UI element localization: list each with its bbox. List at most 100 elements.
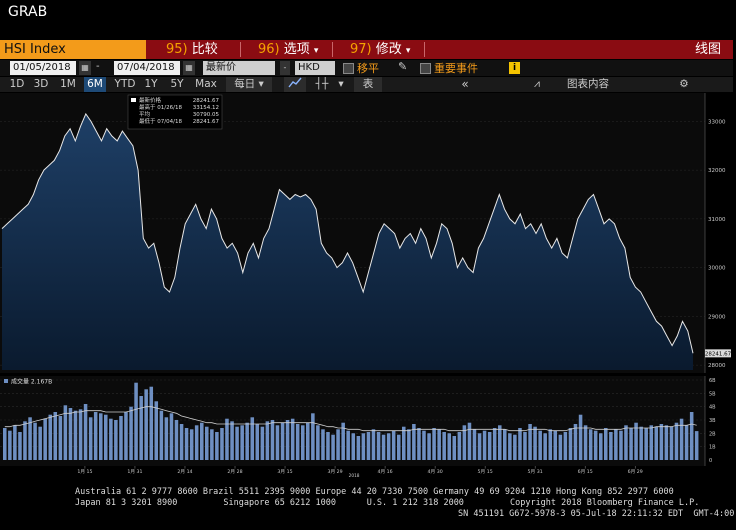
- info-icon[interactable]: i: [509, 62, 520, 74]
- currency-select[interactable]: HKD: [295, 61, 335, 75]
- volume-bar: [119, 416, 123, 460]
- calendar-icon[interactable]: ▦: [183, 61, 195, 75]
- volume-bar: [326, 432, 330, 460]
- legend-label-high: 最高于 01/26/18: [139, 103, 182, 111]
- volume-bar: [563, 432, 568, 460]
- volume-bar: [462, 425, 467, 460]
- legend-value-low: 28241.67: [193, 119, 220, 125]
- volume-bar: [159, 410, 164, 460]
- volume-bar: [553, 430, 558, 460]
- volume-bar: [639, 426, 643, 460]
- volume-y-tick-label: 0: [709, 458, 712, 464]
- compare-menu-number: 95): [166, 42, 188, 57]
- x-tick-label: 1月 31: [127, 469, 142, 475]
- period-button-1y[interactable]: 1Y: [144, 78, 158, 90]
- period-button-5y[interactable]: 5Y: [170, 78, 184, 90]
- volume-bar: [487, 432, 492, 460]
- volume-bar: [417, 428, 421, 460]
- volume-bar: [33, 422, 37, 460]
- x-tick-label: 5月 15: [478, 469, 493, 475]
- volume-bar: [144, 389, 148, 460]
- volume-bar: [295, 424, 300, 460]
- price-field-select[interactable]: 最新价: [203, 61, 275, 75]
- volume-bar: [558, 434, 563, 460]
- volume-bar: [442, 432, 446, 460]
- y-tick-label: 30000: [708, 266, 726, 272]
- volume-bar: [593, 430, 598, 460]
- volume-bar: [437, 429, 441, 460]
- dropdown-arrow-icon[interactable]: -: [280, 61, 290, 75]
- volume-legend-label: 成交量 2.167B: [11, 378, 52, 386]
- candle-chart-icon[interactable]: ┤┼: [315, 78, 329, 90]
- security-field[interactable]: HSI Index: [0, 40, 146, 59]
- price-line: [1, 112, 694, 354]
- legend-box: [127, 94, 223, 130]
- period-button-1d[interactable]: 1D: [9, 78, 25, 90]
- period-button-ytd[interactable]: YTD: [114, 78, 136, 90]
- caret-down-icon: ▾: [313, 46, 319, 56]
- x-tick-label: 3月 29: [327, 469, 342, 475]
- calendar-icon[interactable]: ▦: [79, 61, 91, 75]
- volume-bar: [619, 430, 623, 460]
- caret-down-icon[interactable]: ▾: [338, 78, 344, 90]
- compare-menu[interactable]: 95) 比较: [166, 40, 218, 59]
- volume-bar: [311, 413, 315, 460]
- volume-y-tick-label: 3B: [709, 418, 716, 424]
- volume-bar: [154, 401, 159, 460]
- volume-bar: [407, 429, 411, 460]
- volume-moving-average-line: [4, 406, 697, 432]
- volume-bar: [43, 418, 47, 460]
- volume-bar: [689, 412, 694, 460]
- period-button-1m[interactable]: 1M: [60, 78, 76, 90]
- line-chart-icon[interactable]: [284, 77, 306, 92]
- move-checkbox[interactable]: [343, 63, 354, 74]
- scroll-left-icon[interactable]: «: [461, 77, 469, 91]
- x-tick-label: 3月 15: [277, 469, 292, 475]
- date-separator: -: [96, 61, 100, 72]
- volume-bars: [3, 382, 699, 460]
- volume-bar: [391, 430, 396, 460]
- volume-y-tick-label: 5B: [709, 391, 716, 397]
- volume-bar: [644, 428, 648, 460]
- volume-bar: [518, 428, 522, 460]
- end-date-field[interactable]: 07/04/2018: [114, 61, 180, 75]
- y-tick-label: 32000: [708, 168, 726, 174]
- modify-menu[interactable]: 97) 修改 ▾: [350, 40, 410, 59]
- modify-menu-label: 修改: [375, 42, 402, 57]
- volume-bar: [250, 417, 255, 460]
- frequency-select[interactable]: 每日 ▾: [226, 77, 272, 92]
- volume-bar: [240, 425, 244, 460]
- volume-chart[interactable]: 6B 5B 4B 3B 2B 1B 0 成交量 2.167B: [0, 376, 733, 466]
- price-chart[interactable]: 28000 29000 30000 31000 32000 33000 最新价格 2824…: [0, 93, 733, 373]
- footer-phone-line-2: Japan 81 3 3201 8900 Singapore 65 6212 1…: [75, 498, 700, 508]
- gear-icon[interactable]: ⚙: [679, 78, 689, 90]
- chart-content-button[interactable]: 图表内容: [567, 78, 609, 90]
- window-title: GRAB: [8, 4, 48, 20]
- volume-bar: [260, 426, 265, 460]
- volume-bar: [179, 424, 184, 460]
- volume-bar: [68, 408, 73, 460]
- volume-bar: [255, 424, 260, 460]
- volume-bar: [275, 425, 280, 460]
- volume-bar: [664, 425, 669, 460]
- options-menu-number: 96): [258, 42, 280, 57]
- volume-bar: [573, 424, 578, 460]
- legend: 最新价格 28241.67 最高于 01/26/18 33154.12 平均 3…: [127, 94, 223, 130]
- volume-bar: [3, 428, 7, 460]
- period-button-6m[interactable]: 6M: [84, 77, 106, 92]
- volume-bar: [124, 412, 128, 460]
- period-button-max[interactable]: Max: [195, 78, 217, 90]
- move-label: 移平: [357, 62, 379, 75]
- options-menu[interactable]: 96) 选项 ▾: [258, 40, 318, 59]
- table-button[interactable]: 表: [354, 77, 382, 92]
- events-checkbox[interactable]: [420, 63, 431, 74]
- period-button-3d[interactable]: 3D: [33, 78, 49, 90]
- volume-bar: [351, 433, 356, 460]
- start-date-field[interactable]: 01/05/2018: [10, 61, 76, 75]
- volume-bar: [109, 418, 113, 460]
- volume-bar: [194, 425, 199, 460]
- pencil-icon[interactable]: ✎: [398, 60, 408, 73]
- view-type-label[interactable]: 线图: [694, 42, 721, 57]
- volume-bar: [149, 386, 154, 460]
- volume-bar: [356, 436, 361, 460]
